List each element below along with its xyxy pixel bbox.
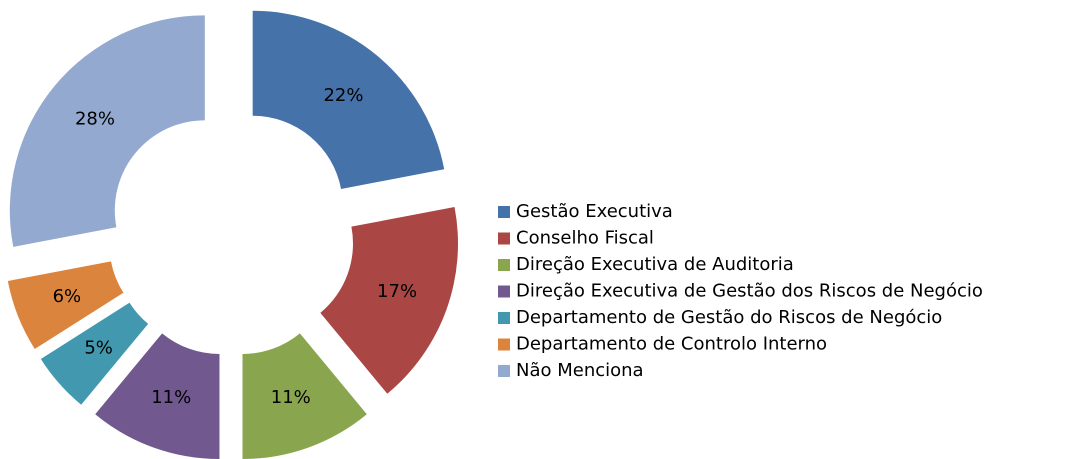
legend-swatch xyxy=(498,232,510,245)
donut-slice xyxy=(252,10,445,189)
legend-label: Direção Executiva de Gestão dos Riscos d… xyxy=(516,281,983,302)
data-label: 11% xyxy=(151,387,191,408)
legend-label: Conselho Fiscal xyxy=(516,228,654,249)
donut-slice xyxy=(40,302,149,405)
donut-slice xyxy=(95,333,220,459)
legend-swatch xyxy=(498,285,510,298)
data-label: 6% xyxy=(53,286,82,307)
donut-slice xyxy=(9,15,205,247)
legend-label: Direção Executiva de Auditoria xyxy=(516,254,794,275)
legend-swatch xyxy=(498,312,510,324)
legend-label: Departamento de Gestão do Riscos de Negó… xyxy=(516,307,942,328)
data-label: 22% xyxy=(323,85,363,106)
legend-label: Gestão Executiva xyxy=(516,201,673,222)
donut-slice xyxy=(242,333,367,459)
data-label: 17% xyxy=(377,281,417,302)
data-label: 28% xyxy=(75,108,115,129)
legend-label: Departamento de Controlo Interno xyxy=(516,334,827,355)
legend-swatch xyxy=(498,259,510,271)
legend-label: Não Menciona xyxy=(516,360,644,381)
legend-swatch xyxy=(498,365,510,377)
legend-swatch xyxy=(498,206,510,218)
data-label: 11% xyxy=(271,387,311,408)
legend-swatch xyxy=(498,338,510,351)
donut-slice xyxy=(7,261,124,350)
data-label: 5% xyxy=(84,338,113,359)
donut-slice xyxy=(320,206,458,394)
